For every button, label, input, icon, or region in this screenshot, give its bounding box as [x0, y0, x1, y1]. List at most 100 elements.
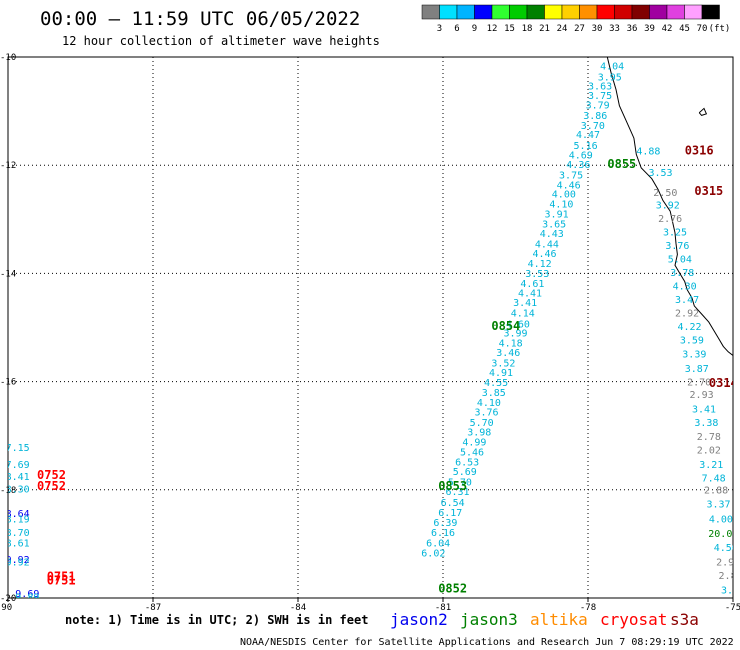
- scale-swatch: [456, 4, 475, 20]
- jason3-wave-height: 6.31: [445, 487, 469, 498]
- s3a-wave-height: 2.02: [697, 446, 721, 457]
- scale-label: 9: [472, 24, 477, 34]
- scale-label: (ft): [709, 24, 731, 34]
- x-tick-label: -84: [290, 603, 306, 613]
- pass-time-label: 0314: [709, 376, 738, 390]
- jason3-wave-height: 4.04: [600, 61, 624, 72]
- scale-swatch: [439, 4, 458, 20]
- legend-jason3: jason3: [460, 610, 518, 629]
- s3a-wave-height: 3.92: [656, 200, 680, 211]
- s3a-wave-height: 3.25: [663, 228, 687, 239]
- y-tick-label: -18: [0, 486, 16, 496]
- x-tick-label: -81: [435, 603, 451, 613]
- s3a-wave-height: 2.92: [675, 309, 699, 320]
- s3a-wave-height: 2.70: [687, 377, 711, 388]
- s3a-wave-height: 2.50: [653, 188, 677, 199]
- s3a-wave-height: 4.88: [636, 146, 660, 157]
- scale-label: 15: [504, 24, 515, 34]
- scale-swatch: [684, 4, 703, 20]
- pass-time-label: 0752: [37, 468, 66, 482]
- x-tick-label: -87: [145, 603, 161, 613]
- cryosat-wave-height: 8.30: [6, 485, 30, 496]
- s3a-wave-height: 3.53: [648, 168, 672, 179]
- satellite-legend: jason2 jason3 altika cryosat s3a: [390, 610, 699, 629]
- pass-time-label: 0853: [438, 479, 467, 493]
- island-outline: [698, 107, 708, 116]
- scale-swatch: [561, 4, 580, 20]
- s3a-wave-height: 3.21: [699, 460, 723, 471]
- s3a-wave-height: 3.39: [682, 349, 706, 360]
- s3a-wave-height: 3.78: [670, 268, 694, 279]
- plot-frame: [7, 56, 734, 599]
- jason3-wave-height: 5.16: [574, 141, 598, 152]
- pass-time-label: 0751: [47, 573, 76, 587]
- scale-label: 6: [454, 24, 459, 34]
- scale-label: 70: [697, 24, 708, 34]
- jason3-wave-height: 4.36: [566, 160, 590, 171]
- chart-title: 00:00 – 11:59 UTC 06/05/2022: [40, 8, 360, 30]
- pass-time-label: 0316: [685, 143, 714, 157]
- scale-swatch: [649, 4, 668, 20]
- scale-label: 3: [437, 24, 442, 34]
- jason3-wave-height: 4.46: [532, 249, 556, 260]
- pass-time-label: 0855: [607, 157, 636, 171]
- pass-time-label: 0315: [694, 184, 723, 198]
- scale-label: 30: [592, 24, 603, 34]
- s3a-wave-height: 3.38: [694, 418, 718, 429]
- jason3-wave-height: 3.75: [588, 91, 612, 102]
- s3a-wave-height: 5.04: [668, 255, 692, 266]
- jason3-wave-height: 4.55: [484, 378, 508, 389]
- scale-swatch: [631, 4, 650, 20]
- jason3-wave-height: 4.47: [576, 130, 600, 141]
- cryosat-wave-height: 7.69: [6, 460, 30, 471]
- jason3-wave-height: 4.43: [540, 229, 564, 240]
- axes: -90 -87 -84 -81 -78 -75 -10 -12 -14 -16 -18 -20: [0, 53, 740, 613]
- cryosat-wave-height: 8.61: [6, 539, 30, 550]
- jason3-wave-height: 6.04: [426, 539, 450, 550]
- legend-cryosat: cryosat: [600, 610, 667, 629]
- cryosat-wave-height: 9.69: [15, 589, 39, 600]
- plot-area: 4.043.953.633.753.793.863.704.475.164.69…: [6, 57, 740, 625]
- jason3-wave-height: 4.10: [477, 398, 501, 409]
- x-tick-label: -90: [0, 603, 12, 613]
- scale-swatch: [509, 4, 528, 20]
- footer-note: note: 1) Time is in UTC; 2) SWH is in fe…: [65, 613, 368, 627]
- pass-time-label: 0854: [491, 319, 520, 333]
- jason3-wave-height: 5.70: [470, 418, 494, 429]
- s3a-wave-height: 7.48: [702, 474, 726, 485]
- scale-label: 45: [679, 24, 690, 34]
- s3a-wave-height: 3.42: [721, 586, 740, 597]
- jason3-wave-height: 4.41: [518, 289, 542, 300]
- jason3-wave-height: 4.91: [489, 368, 513, 379]
- scale-swatch: [614, 4, 633, 20]
- jason3-wave-height: 5.69: [453, 467, 477, 478]
- y-tick-label: -14: [0, 269, 16, 279]
- s3a-wave-height: 2.97: [716, 558, 740, 569]
- scale-swatch: [421, 4, 440, 20]
- scale-swatch: [544, 4, 563, 20]
- s3a-wave-height: 3.8: [726, 614, 740, 625]
- jason3-wave-height: 4.14: [511, 309, 535, 320]
- cryosat-wave-height: 9.92: [6, 555, 30, 566]
- jason3-wave-height: 4.18: [499, 338, 523, 349]
- s3a-wave-height: 3.87: [685, 364, 709, 375]
- jason3-wave-height: 4.46: [557, 180, 581, 191]
- jason3-wave-height: 4.44: [535, 239, 559, 250]
- scale-label: 39: [644, 24, 655, 34]
- jason3-wave-height: 3.52: [491, 358, 515, 369]
- s3a-wave-height: 4.22: [677, 322, 701, 333]
- jason3-wave-height: 3.41: [513, 298, 537, 309]
- scale-label: 36: [627, 24, 638, 34]
- jason3-wave-height: 3.95: [598, 72, 622, 83]
- jason3-wave-height: 3.75: [559, 171, 583, 182]
- pass-time-label: 0752: [37, 479, 66, 493]
- s3a-wave-height: 2.88: [704, 486, 728, 497]
- jason3-wave-height: 4.10: [549, 199, 573, 210]
- jason3-wave-height: 3.46: [496, 348, 520, 359]
- s3a-wave-height: 20.00: [708, 529, 738, 540]
- s3a-wave-height: 4.50: [714, 543, 738, 554]
- coastline: [606, 57, 733, 357]
- scale-swatch: [579, 4, 598, 20]
- cryosat-wave-height: 8.64: [6, 509, 30, 520]
- jason3-wave-height: 3.70: [581, 121, 605, 132]
